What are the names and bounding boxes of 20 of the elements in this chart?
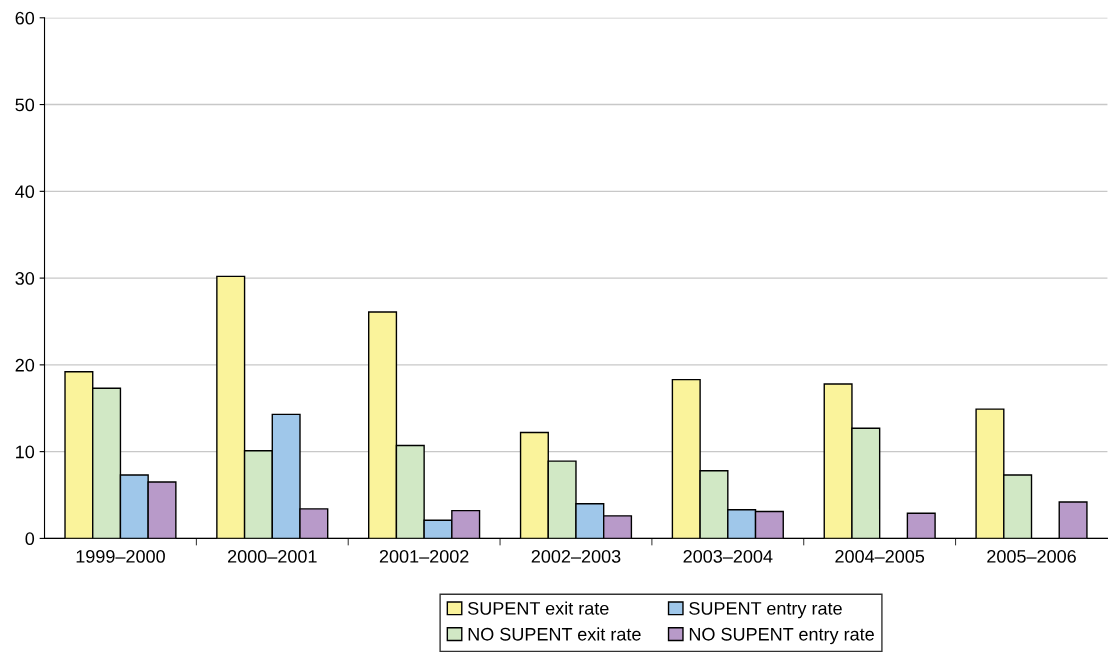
x-tick-label: 2000–2001 <box>228 549 317 563</box>
x-tick-label: 2002–2003 <box>531 549 621 563</box>
legend-label: NO SUPENT entry rate <box>689 627 874 645</box>
bar <box>1058 501 1088 539</box>
legend-label: SUPENT entry rate <box>689 601 842 619</box>
x-tick-label: 2003–2004 <box>683 549 773 563</box>
y-tick-label: 20 <box>15 358 35 372</box>
y-tick-label: 10 <box>16 445 35 459</box>
x-tick-label: 2001–2002 <box>379 549 469 563</box>
x-tick-label: 2004–2005 <box>835 549 925 563</box>
y-tick-label: 40 <box>15 185 35 199</box>
legend-label: NO SUPENT exit rate <box>468 627 641 641</box>
y-tick-label: 0 <box>25 532 35 546</box>
y-tick-label: 50 <box>15 98 35 112</box>
legend-label: SUPENT exit rate <box>468 601 609 615</box>
bar <box>906 512 936 539</box>
y-tick-label: 60 <box>15 11 35 25</box>
x-tick-label: 1999–2000 <box>76 549 165 563</box>
x-tick-label: 2005–2006 <box>987 549 1076 563</box>
y-tick-label: 30 <box>15 272 35 285</box>
